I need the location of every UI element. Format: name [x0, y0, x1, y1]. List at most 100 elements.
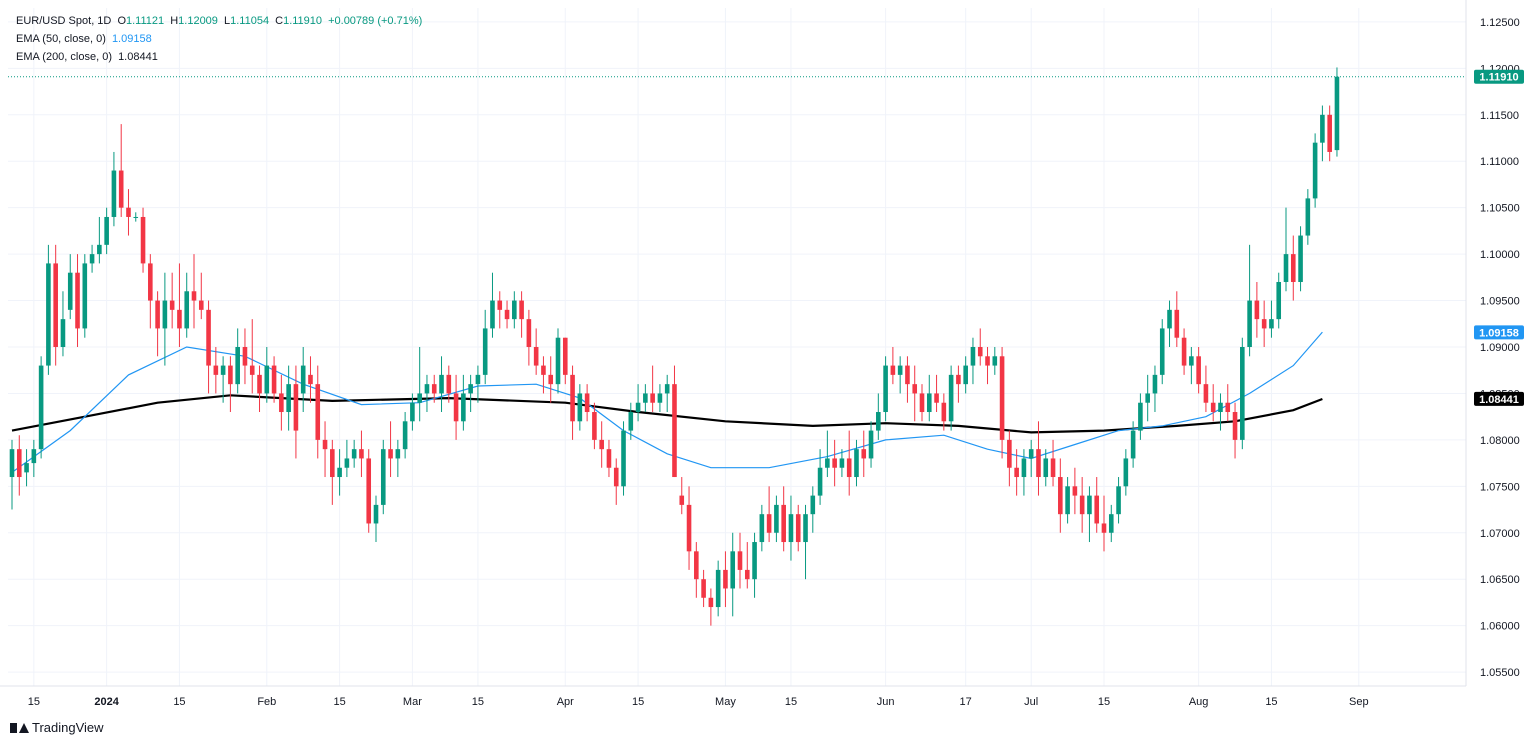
price-labels: 1.11910 1.09158 1.08441 [1474, 69, 1524, 406]
candle [1123, 449, 1129, 496]
candle-body [24, 463, 29, 473]
candle [439, 356, 444, 413]
candle-body [351, 449, 357, 459]
candle-body [1327, 114, 1332, 152]
candle-body [417, 393, 422, 403]
ema200-line [11, 394, 1323, 434]
tradingview-logo[interactable]: TradingView [10, 720, 104, 735]
candle [1079, 477, 1085, 533]
candle [97, 216, 102, 264]
legend-ema50-label: EMA (50, close, 0) [16, 33, 106, 45]
candle [562, 337, 568, 385]
x-tick-label: Jul [1024, 696, 1038, 708]
candle-body [279, 393, 284, 413]
candle-body [228, 365, 233, 385]
candle [198, 272, 204, 320]
candle-body [1043, 458, 1049, 478]
candle-body [541, 365, 546, 375]
candle [526, 309, 532, 366]
candle [1108, 504, 1114, 543]
candle [810, 486, 816, 533]
candle-body [570, 374, 575, 422]
tradingview-logo-icon [10, 721, 29, 735]
candle-body [490, 300, 495, 329]
candle [730, 532, 736, 617]
candle-body [1028, 449, 1034, 459]
candle-body [424, 384, 430, 394]
candle-body [184, 291, 190, 329]
candle [490, 272, 495, 338]
candle [1218, 393, 1223, 431]
candle-body [1065, 486, 1070, 515]
candle [766, 486, 772, 543]
candle-body [293, 384, 299, 431]
candle-body [883, 365, 888, 413]
candle [774, 495, 779, 543]
candle-body [977, 347, 983, 357]
candle-body [657, 393, 663, 403]
candle [162, 272, 168, 366]
y-tick-label: 1.07500 [1480, 481, 1520, 493]
candle [1298, 226, 1303, 292]
candle [9, 439, 15, 510]
candle-body [46, 263, 51, 366]
candle [905, 356, 910, 403]
candle-body [1167, 309, 1172, 329]
candle-body [75, 272, 80, 329]
candle [825, 430, 830, 478]
candle [373, 495, 379, 543]
candle-body [104, 216, 109, 245]
candle-body [752, 542, 757, 580]
candle-body [9, 449, 15, 478]
y-tick-label: 1.12500 [1480, 17, 1520, 29]
candle [504, 300, 510, 329]
candle [934, 374, 939, 413]
candle-body [613, 467, 619, 487]
candle-body [1225, 402, 1231, 413]
candle-body [1152, 374, 1158, 394]
candle [417, 347, 422, 422]
candle [854, 439, 859, 487]
candle-body [985, 356, 990, 366]
candle-body [300, 365, 306, 394]
candle [584, 384, 590, 422]
candle-body [126, 207, 131, 217]
candle [817, 449, 823, 505]
candle-body [555, 337, 561, 385]
candle-body [861, 449, 867, 459]
ema50-badge: 1.09158 [1474, 325, 1524, 340]
candle [533, 328, 539, 375]
candle-body [1050, 458, 1056, 478]
candle [999, 347, 1005, 459]
candle-body [868, 430, 874, 459]
candle-body [1181, 337, 1187, 366]
candle [1240, 337, 1245, 450]
candle [781, 486, 786, 552]
candle-body [60, 319, 66, 347]
candle-body [1247, 300, 1252, 347]
candle [1269, 300, 1274, 338]
candle [424, 374, 430, 413]
candle [235, 328, 240, 394]
candle-body [308, 374, 313, 385]
candle [453, 374, 459, 440]
candle [1261, 300, 1267, 347]
ema50-badge-text: 1.09158 [1479, 327, 1519, 339]
candle [752, 532, 757, 598]
x-tick-label: Aug [1189, 696, 1209, 708]
candle [31, 439, 37, 478]
candle [861, 430, 867, 478]
candle [53, 244, 58, 366]
candle [1203, 365, 1209, 413]
candle [577, 384, 583, 431]
candle [1334, 67, 1340, 157]
legend-open-label: O [117, 15, 126, 27]
candle-body [1101, 523, 1107, 533]
candle [1320, 105, 1325, 162]
candle [60, 291, 66, 357]
candle [1189, 347, 1194, 385]
candle-body [344, 458, 350, 468]
x-tick-label: Apr [557, 696, 574, 708]
candle-body [453, 393, 459, 422]
